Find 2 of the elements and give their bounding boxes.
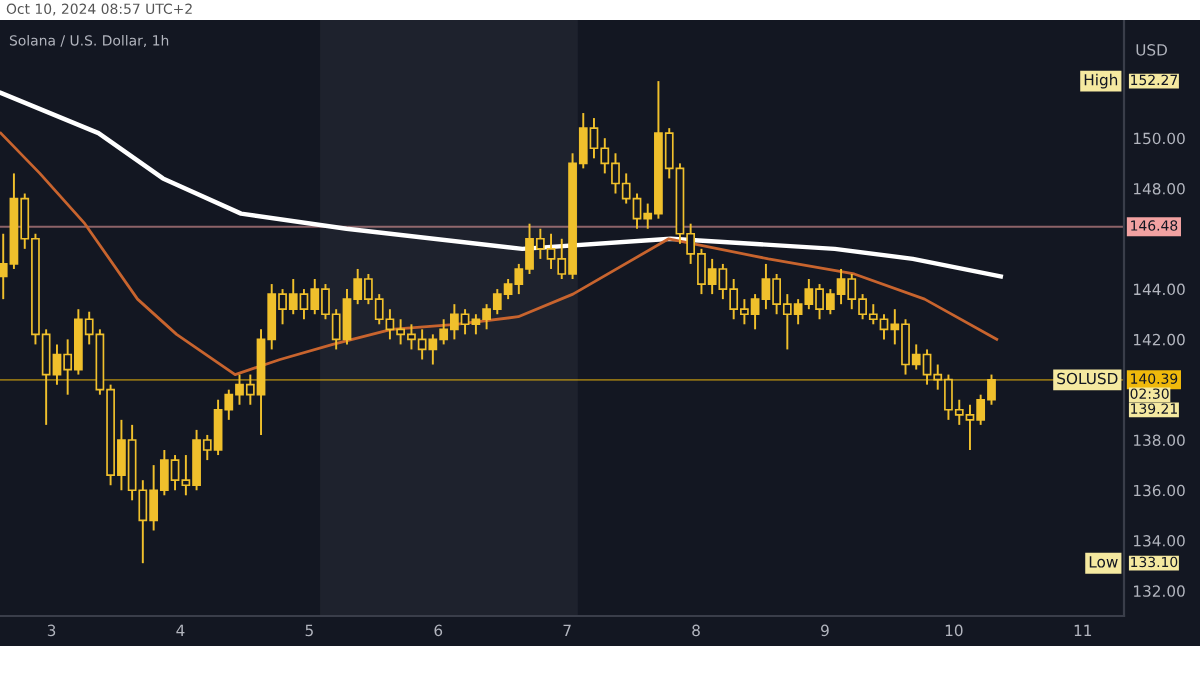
line-series — [0, 90, 1003, 279]
line-series — [0, 131, 999, 376]
